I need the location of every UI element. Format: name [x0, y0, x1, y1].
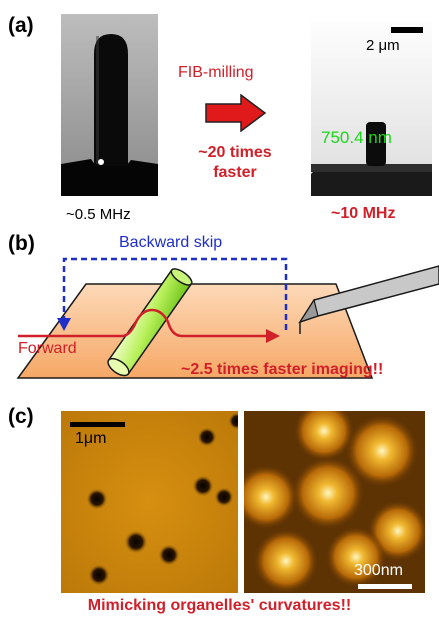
scale-bar-1um-label: 1μm [75, 430, 107, 447]
right-frequency-caption: ~10 MHz [331, 205, 396, 222]
scale-bar-300nm-label: 300nm [354, 562, 403, 579]
speed-up-line2: faster [213, 164, 257, 181]
left-frequency-caption: ~0.5 MHz [66, 206, 131, 223]
faster-imaging-label: ~2.5 times faster imaging!! [181, 361, 384, 378]
sem-image-after [311, 14, 432, 196]
panel-c-label: (c) [8, 405, 34, 428]
afm-image-vesicles [244, 411, 425, 593]
forward-scan-label: Forward [18, 340, 77, 357]
backward-skip-label: Backward skip [119, 234, 223, 251]
tip-length-measurement: 750.4 nm [321, 128, 392, 147]
panel-a-label: (a) [8, 14, 34, 37]
panel-c-caption: Mimicking organelles' curvatures!! [87, 597, 352, 614]
panel-b-label: (b) [8, 232, 35, 255]
afm-image-substrate [61, 411, 238, 593]
scan-schematic [16, 257, 439, 379]
sem-image-before [61, 14, 158, 196]
scale-bar-2um-label: 2 μm [366, 37, 400, 54]
speed-up-line1: ~20 times [198, 144, 272, 161]
process-arrow-icon [205, 94, 267, 132]
fib-milling-label: FIB-milling [178, 64, 254, 81]
